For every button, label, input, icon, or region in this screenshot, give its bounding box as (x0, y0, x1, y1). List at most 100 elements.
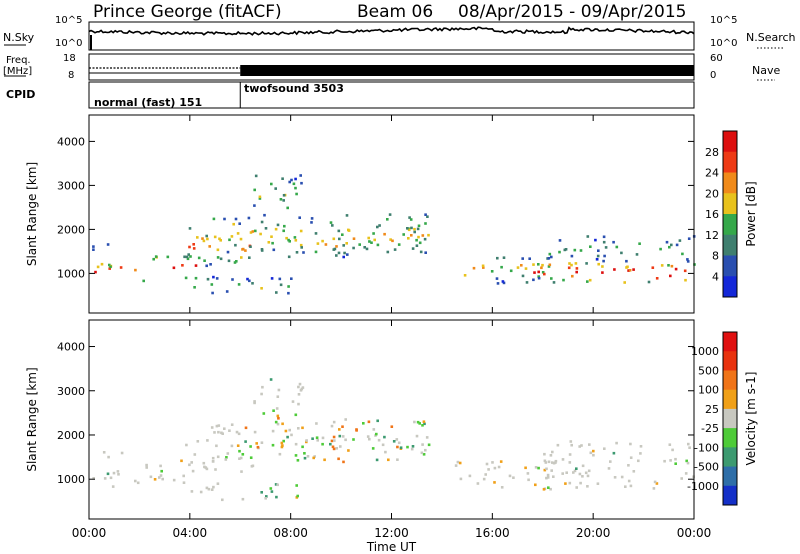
echo-cell (561, 472, 564, 475)
freq-left-tick-bottom: 8 (68, 70, 75, 81)
echo-cell (550, 469, 553, 472)
echo-cell (275, 407, 279, 410)
echo-cell (620, 475, 624, 479)
echo-cell (316, 242, 320, 245)
echo-cell (551, 450, 554, 454)
y-tick-label: 2000 (57, 429, 85, 442)
y-axis-label: Slant Range [km] (25, 367, 39, 471)
colorbar-frame (722, 130, 738, 298)
echo-cell (270, 235, 273, 238)
echo-cell (185, 255, 189, 259)
echo-cell (269, 487, 273, 490)
echo-cell (377, 438, 381, 442)
echo-cell (423, 422, 426, 426)
echo-cell (378, 224, 381, 227)
echo-cell (296, 494, 299, 498)
echo-cell (225, 290, 229, 293)
echo-cell (665, 240, 669, 244)
echo-cell (427, 443, 431, 447)
echo-cell (568, 262, 571, 265)
echo-cell (153, 478, 157, 481)
echo-cell (485, 462, 489, 466)
x-axis-label: Time UT (366, 540, 417, 554)
x-tick-label: 12:00 (374, 526, 409, 540)
echo-cell (172, 478, 176, 482)
echo-cell (241, 248, 244, 251)
nave-label: Nave (752, 64, 781, 77)
echo-cell (280, 441, 284, 445)
echo-cell (192, 247, 196, 250)
echo-cell (310, 217, 314, 220)
echo-cell (671, 448, 674, 452)
echo-cell (487, 468, 490, 471)
echo-cell (545, 467, 548, 471)
echo-cell (224, 458, 228, 461)
echo-cell (381, 443, 385, 447)
echo-cell (298, 216, 301, 219)
colorbar-tick-label: -100 (694, 441, 719, 454)
echo-cell (270, 490, 274, 493)
echo-cell (290, 433, 293, 437)
power-panel: 1000 2000 3000 4000 Slant Range [km] (25, 114, 696, 314)
echo-cell (425, 436, 429, 439)
echo-cell (419, 250, 423, 254)
echo-cell (406, 227, 409, 230)
echo-cell (260, 392, 263, 396)
echo-cell (615, 441, 618, 445)
echo-cell (613, 476, 617, 479)
y-tick-label: 4000 (57, 341, 85, 354)
echo-cell (227, 259, 231, 263)
echo-cell (276, 422, 280, 426)
echo-cell (290, 178, 293, 182)
echo-cell (267, 241, 271, 244)
nsearch-label: N.Search (746, 31, 796, 44)
colorbar-tick-label: 25 (705, 403, 719, 416)
echo-cell (639, 445, 643, 448)
echo-cell (211, 460, 215, 463)
echo-cell (244, 426, 248, 430)
echo-cell (607, 467, 611, 470)
echo-cell (338, 237, 341, 241)
noise-sky-trace (88, 26, 695, 36)
colorbar-swatch (723, 193, 737, 215)
echo-cell (684, 278, 687, 282)
echo-cell (675, 243, 679, 247)
echo-cell (323, 458, 326, 462)
echo-cell (230, 235, 234, 238)
echo-cell (524, 466, 527, 470)
echo-cell (421, 424, 424, 427)
echo-cell (315, 422, 318, 425)
echo-cell (588, 443, 591, 446)
echo-cell (196, 236, 199, 239)
echo-cell (321, 436, 325, 440)
echo-cell (565, 471, 568, 474)
echo-cell (290, 277, 293, 280)
echo-cell (592, 453, 595, 457)
echo-cell (295, 251, 299, 254)
echo-cell (246, 277, 249, 281)
echo-cell (291, 400, 295, 403)
echo-cell (620, 251, 623, 255)
echo-cell (639, 452, 642, 455)
echo-cell (341, 435, 345, 438)
station-title: Prince George (fitACF) (93, 2, 282, 22)
echo-cell (231, 278, 234, 281)
echo-cell (571, 274, 574, 278)
echo-cell (371, 447, 375, 450)
echo-cell (253, 401, 256, 405)
echo-cell (393, 248, 397, 251)
colorbar-swatch (723, 332, 737, 352)
echo-cell (216, 248, 220, 252)
echo-cell (339, 445, 342, 448)
beam-label: Beam 06 (357, 2, 434, 22)
plot-background (89, 320, 694, 519)
echo-cell (570, 443, 573, 447)
echo-cell (256, 445, 260, 449)
echo-cell (206, 439, 209, 442)
echo-cell (415, 244, 419, 247)
echo-cell (161, 477, 164, 481)
echo-cell (459, 477, 463, 481)
echo-cell (287, 238, 290, 242)
echo-cell (251, 282, 254, 285)
x-tick-label: 04:00 (173, 526, 208, 540)
